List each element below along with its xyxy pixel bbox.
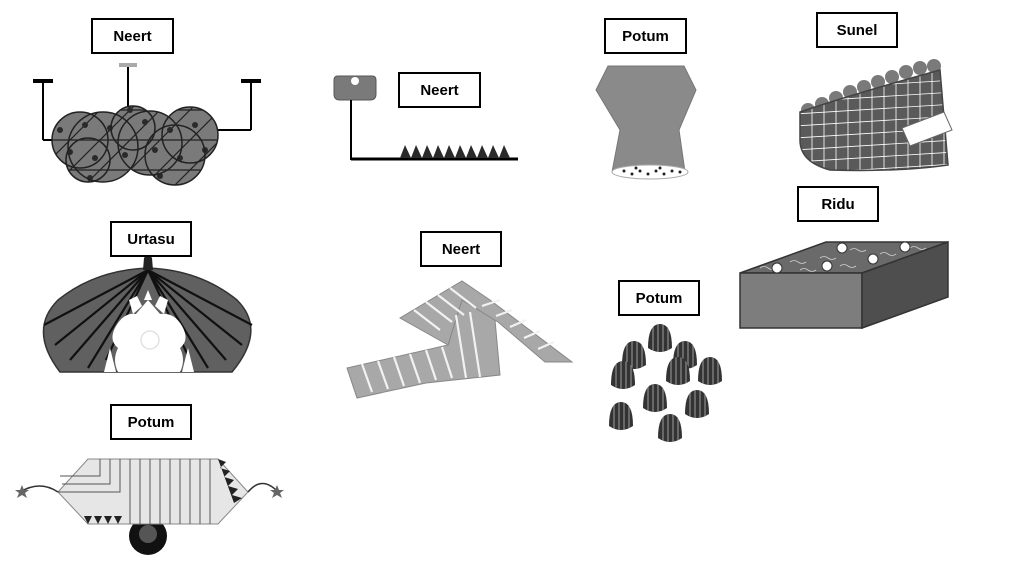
egg-cluster-figure (609, 324, 722, 442)
label-eggs-potum: Potum (618, 280, 700, 316)
label-sunel: Sunel (816, 12, 898, 48)
label-hexcart-potum: Potum (110, 404, 192, 440)
label-funnel-potum: Potum (604, 18, 687, 54)
cloud-blob-figure (33, 63, 261, 186)
hex-cart-figure (15, 458, 284, 555)
box-figure (739, 240, 949, 330)
dome-figure (42, 252, 253, 373)
label-zigzag-neert: Neert (420, 231, 502, 267)
spike-strip-figure (333, 75, 518, 161)
label-cloud-neert: Neert (91, 18, 174, 54)
funnel-figure (595, 65, 697, 180)
zigzag-figure (346, 280, 574, 399)
label-urtasu: Urtasu (110, 221, 192, 257)
label-ridu: Ridu (797, 186, 879, 222)
label-spiky-neert: Neert (398, 72, 481, 108)
scalloped-grid-figure (799, 59, 953, 172)
